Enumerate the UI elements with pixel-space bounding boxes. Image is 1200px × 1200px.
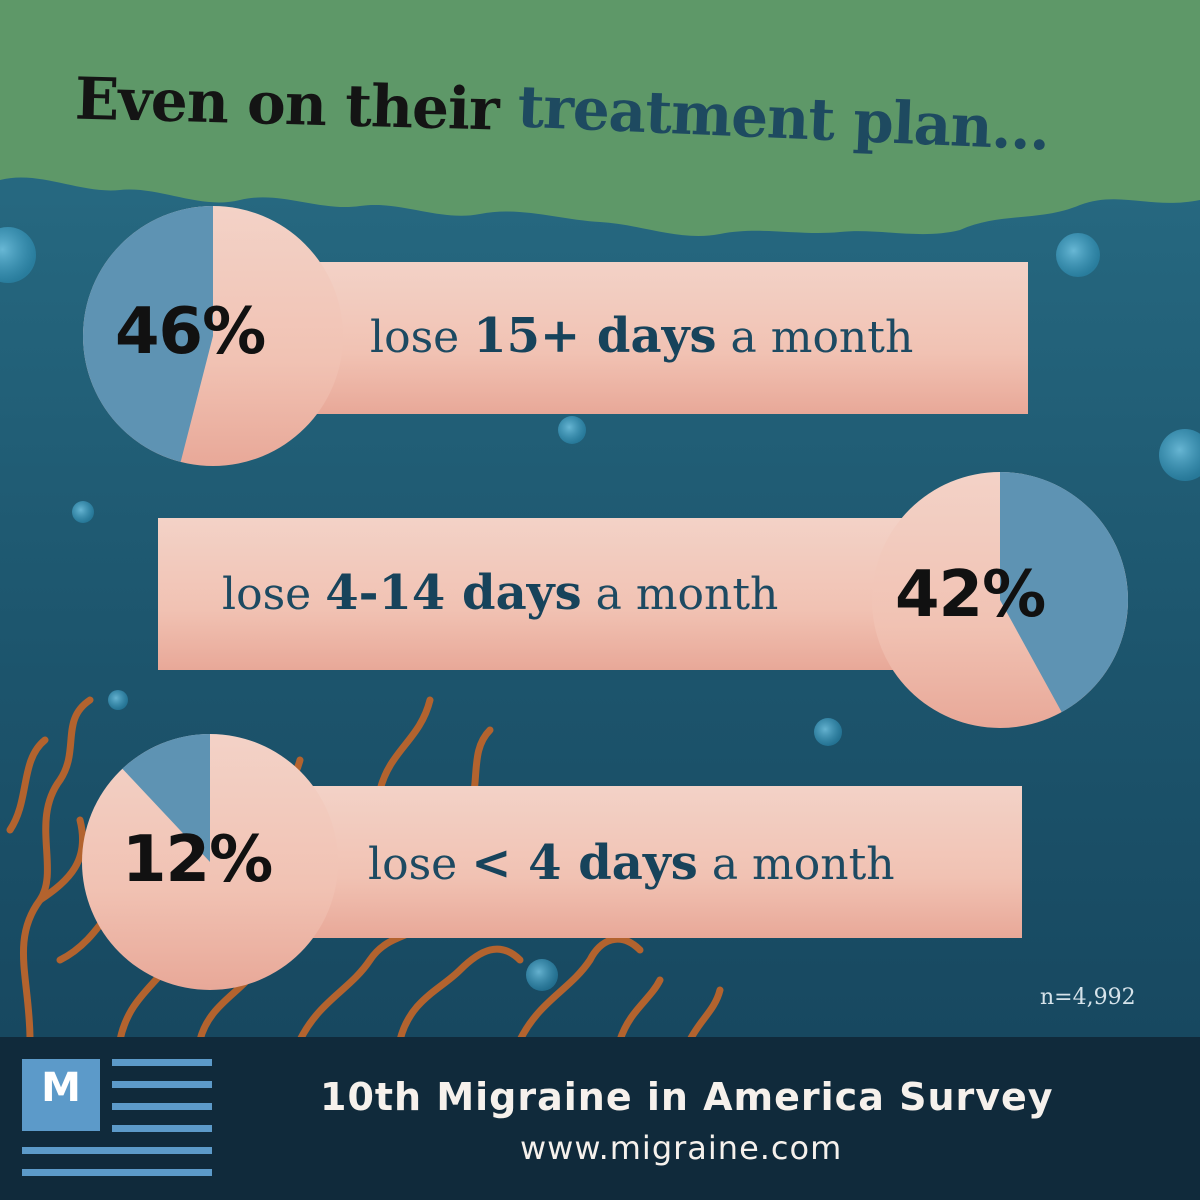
migraine-logo-icon[interactable]: M: [22, 1059, 100, 1131]
stat-label-1-pre: lose: [370, 312, 460, 363]
stat-label-2: lose 4-14 days a month: [222, 565, 778, 621]
title-part-1: Even on their: [74, 64, 500, 144]
bubble: [526, 959, 558, 991]
survey-title: 10th Migraine in America Survey: [320, 1075, 1054, 1119]
logo-stripe: [112, 1081, 212, 1088]
website-link[interactable]: www.migraine.com: [520, 1129, 843, 1167]
stat-label-1-post: a month: [730, 312, 914, 363]
stat-label-3-pre: lose: [368, 839, 458, 890]
logo-letter: M: [41, 1065, 81, 1111]
bubbles: [0, 227, 1200, 991]
bubble: [108, 690, 128, 710]
seaweed-top-band: [0, 0, 1200, 237]
bubble: [814, 718, 842, 746]
page-title: Even on their treatment plan...: [74, 64, 1175, 163]
logo-stripe: [112, 1103, 212, 1110]
stat-label-2-pre: lose: [222, 569, 312, 620]
stat-bar-2: [158, 518, 1004, 670]
stat-row-1: [82, 206, 1028, 466]
bubble: [1056, 233, 1100, 277]
stat-label-2-bold: 4-14 days: [325, 565, 582, 621]
sample-size-label: n=4,992: [1040, 985, 1136, 1010]
stat-row-3: [82, 734, 1022, 990]
bubble: [1159, 429, 1200, 481]
pie-slice-1: [82, 206, 213, 462]
bubble: [72, 501, 94, 523]
stat-percent-1: 46%: [115, 295, 266, 369]
stat-label-2-post: a month: [595, 569, 779, 620]
stat-bar-3: [205, 786, 1022, 938]
footer-bar: M 10th Migraine in America Survey www.mi…: [0, 1037, 1200, 1200]
bubble: [0, 227, 36, 283]
logo-stripe: [112, 1059, 212, 1066]
logo-stripe: [22, 1169, 212, 1176]
stat-label-3-bold: < 4 days: [471, 835, 698, 891]
logo-stripe: [112, 1125, 212, 1132]
stat-row-2: [158, 472, 1128, 728]
pie-slice-2: [1000, 472, 1128, 713]
stat-label-3: lose < 4 days a month: [368, 835, 895, 891]
stat-percent-2: 42%: [895, 558, 1046, 632]
bubble: [558, 416, 586, 444]
pie-slice-3: [122, 734, 210, 862]
stat-label-1-bold: 15+ days: [473, 308, 717, 364]
stat-label-3-post: a month: [711, 839, 895, 890]
stat-label-1: lose 15+ days a month: [370, 308, 913, 364]
logo-stripe: [22, 1147, 212, 1154]
stat-percent-3: 12%: [122, 823, 273, 897]
